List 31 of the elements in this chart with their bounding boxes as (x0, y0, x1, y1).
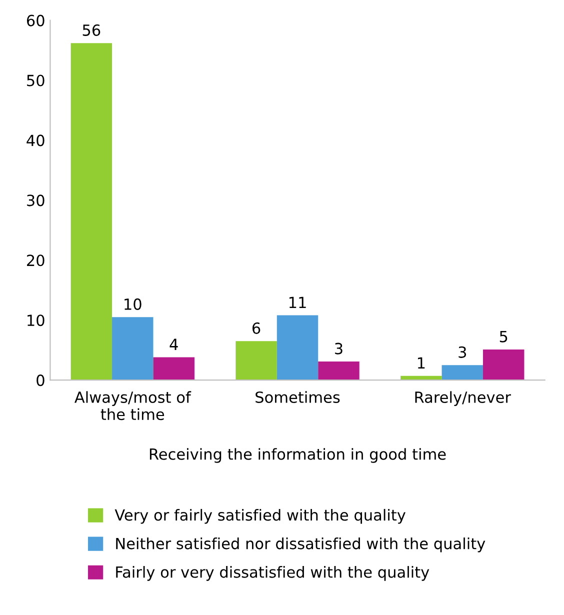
legend-label: Very or fairly satisfied with the quality (114, 508, 406, 524)
data-label: 3 (458, 346, 466, 358)
bar (318, 361, 360, 380)
y-tick-label: 50 (27, 74, 44, 86)
data-label: 11 (289, 296, 306, 308)
x-tick-label: Always/most of the time (74, 391, 192, 420)
data-label: 1 (418, 357, 425, 369)
bar (276, 315, 318, 380)
y-tick-label: 60 (26, 14, 44, 26)
data-label: 3 (335, 342, 342, 354)
x-tick-label: Sometimes (256, 391, 340, 404)
y-tick-label: 30 (27, 194, 44, 206)
bar (482, 349, 524, 380)
x-axis-title: Receiving the information in good time (150, 448, 446, 463)
bar (153, 357, 194, 380)
legend-label: Fairly or very dissatisfied with the quality (116, 566, 430, 581)
bar (70, 43, 112, 380)
data-label: 10 (124, 298, 142, 310)
y-tick-label: 0 (36, 374, 44, 386)
bar (236, 341, 277, 380)
data-label: 4 (170, 338, 178, 350)
y-tick-label: 10 (28, 314, 44, 326)
y-tick-label: 20 (27, 254, 44, 266)
data-label: 56 (82, 24, 100, 36)
legend-label: Neither satisfied nor dissatisfied with the quality (116, 537, 486, 552)
bar (442, 365, 483, 380)
y-tick-label: 40 (26, 134, 44, 146)
bar (112, 317, 154, 380)
x-tick-label: Rarely/never (415, 391, 511, 406)
data-label: 6 (252, 322, 260, 334)
data-label: 5 (500, 331, 508, 342)
